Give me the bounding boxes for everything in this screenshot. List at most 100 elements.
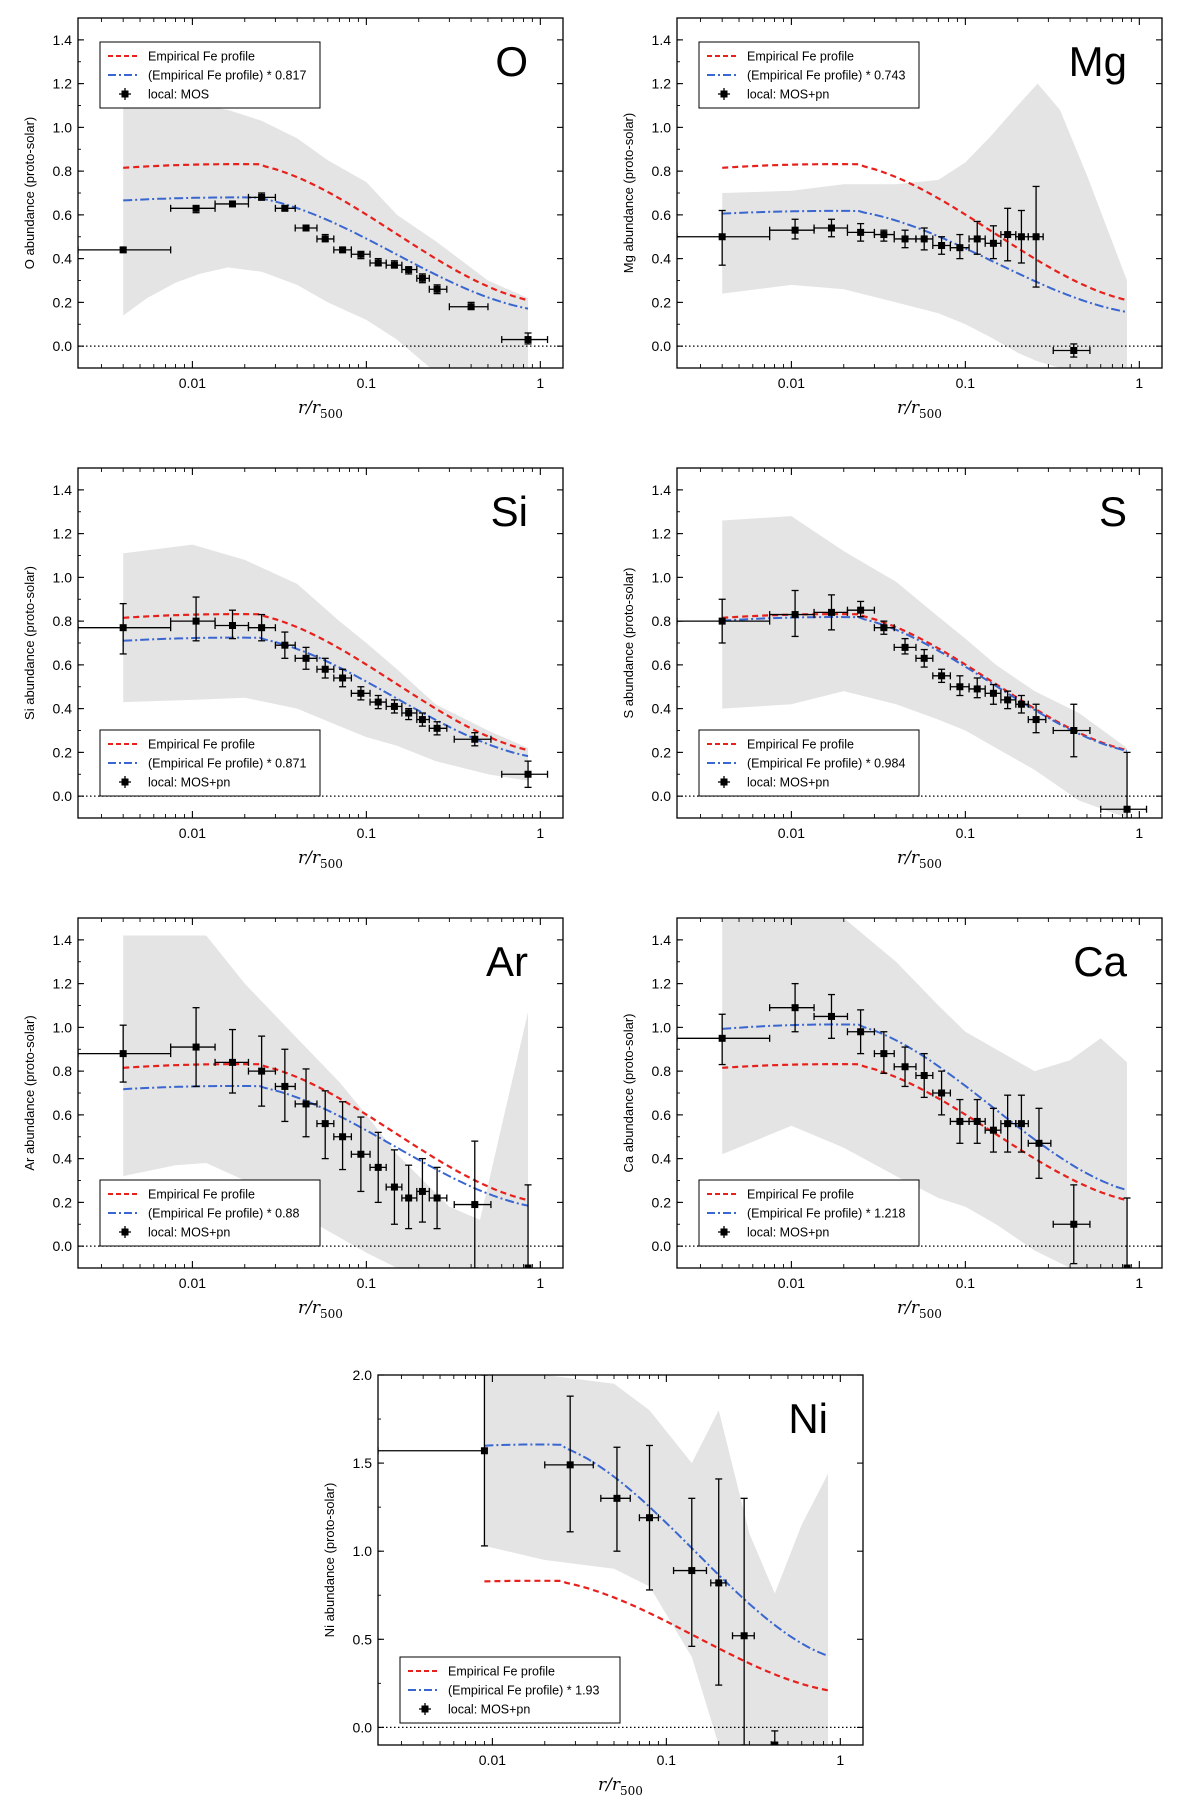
- data-point: [170, 1007, 216, 1088]
- data-point: [672, 1497, 708, 1647]
- data-point: [501, 332, 549, 345]
- data-point: [294, 646, 318, 670]
- fe-profile-line: [722, 612, 1128, 752]
- data-point: [378, 1375, 488, 1547]
- legend-label: local: MOS+pn: [148, 1226, 230, 1240]
- data-point: [247, 192, 277, 201]
- data-point: [932, 1070, 952, 1116]
- x-tick-label: 0.01: [479, 1752, 506, 1768]
- legend: Empirical Fe profile (Empirical Fe profil…: [99, 1179, 321, 1247]
- data-point: [893, 229, 917, 249]
- legend-item-fe: Empirical Fe profile: [108, 50, 255, 64]
- data-point: [316, 1090, 335, 1160]
- y-axis-label: Ca abundance (proto-solar): [621, 1014, 636, 1173]
- x-tick-label: 0.1: [357, 1275, 377, 1291]
- data-point: [247, 613, 277, 642]
- legend-item-scaled: (Empirical Fe profile) * 0.817: [108, 69, 306, 83]
- y-tick-label: 1.2: [53, 76, 73, 92]
- x-tick-label: 1: [536, 825, 544, 841]
- data-point: [501, 760, 549, 789]
- y-tick-label: 1.0: [53, 119, 73, 135]
- panel-mg: 0.0 0.2 0.4 0.6 0.8 1.0 1.2 1.4 0.01 0.1 1 r/r500 Mg…: [621, 17, 1163, 421]
- data-point: [769, 589, 815, 638]
- data-point: [769, 982, 815, 1033]
- plot-area: [78, 935, 563, 1268]
- y-tick-label: 0.2: [652, 294, 672, 310]
- data-point: [846, 1009, 876, 1055]
- plot-area: [78, 94, 563, 368]
- data-point: [932, 236, 952, 255]
- data-point: [984, 683, 1002, 705]
- data-point: [385, 1149, 403, 1225]
- data-point: [350, 1116, 371, 1193]
- data-point: [78, 246, 172, 254]
- data-point: [949, 675, 970, 697]
- fe-profile-line: [123, 163, 529, 302]
- y-tick-label: 1.4: [53, 932, 73, 948]
- y-tick-label: 1.0: [53, 1019, 73, 1035]
- y-tick-label: 1.2: [53, 976, 73, 992]
- data-point: [710, 1478, 727, 1686]
- legend-label: local: MOS: [148, 88, 209, 102]
- data-point: [294, 224, 318, 232]
- data-point: [369, 1131, 387, 1204]
- panel-s: 0.0 0.2 0.4 0.6 0.8 1.0 1.2 1.4 0.01 0.1 1 r/r500 S …: [621, 467, 1163, 871]
- legend-item-fe: Empirical Fe profile: [408, 1665, 555, 1679]
- data-point: [1123, 1197, 1131, 1268]
- y-tick-label: 0.4: [53, 1151, 73, 1167]
- data-point: [170, 596, 216, 642]
- y-tick-label: 1.2: [652, 76, 672, 92]
- element-label: Ca: [1073, 938, 1127, 985]
- legend-item-pts: local: MOS+pn: [119, 1226, 230, 1240]
- element-label: Ni: [788, 1395, 828, 1442]
- y-tick-label: 0.4: [652, 251, 672, 267]
- data-point: [873, 1031, 895, 1074]
- data-point: [401, 707, 418, 721]
- y-tick-label: 0.4: [652, 701, 672, 717]
- x-tick-label: 0.1: [357, 375, 377, 391]
- x-tick-label: 1: [1135, 375, 1143, 391]
- legend-item-fe: Empirical Fe profile: [108, 1188, 255, 1202]
- data-point: [78, 602, 172, 655]
- x-tick-label: 0.01: [179, 825, 206, 841]
- legend-item-scaled: (Empirical Fe profile) * 0.88: [108, 1207, 299, 1221]
- x-tick-label: 0.1: [956, 1275, 976, 1291]
- legend-item-fe: Empirical Fe profile: [707, 50, 854, 64]
- y-tick-label: 0.8: [53, 163, 73, 179]
- legend-label: (Empirical Fe profile) * 1.93: [448, 1684, 599, 1698]
- data-point: [453, 1140, 492, 1268]
- panel-si: 0.0 0.2 0.4 0.6 0.8 1.0 1.2 1.4 0.01 0.1 1 r/r500 Si…: [22, 467, 564, 871]
- legend-label: (Empirical Fe profile) * 0.871: [148, 757, 306, 771]
- x-tick-label: 0.01: [778, 825, 805, 841]
- legend-label: Empirical Fe profile: [448, 1665, 555, 1679]
- x-tick-label: 0.01: [778, 1275, 805, 1291]
- scaled-fe-profile-line: [123, 196, 529, 310]
- legend-label: local: MOS+pn: [747, 776, 829, 790]
- legend: Empirical Fe profile (Empirical Fe profil…: [99, 729, 321, 797]
- x-tick-label: 0.1: [956, 375, 976, 391]
- fe-profile-line: [123, 612, 529, 752]
- panel-ni: 0.0 0.5 1.0 1.5 2.0 0.01 0.1 1 r/r500 Ni abundanc…: [322, 1367, 864, 1798]
- plot-area: [677, 516, 1162, 818]
- data-point: [677, 1013, 771, 1066]
- y-tick-label: 0.6: [652, 657, 672, 673]
- y-tick-label: 1.5: [353, 1455, 373, 1471]
- x-axis-label: r/r500: [298, 1298, 343, 1321]
- x-axis-label: r/r500: [298, 848, 343, 871]
- data-point: [428, 284, 448, 295]
- y-tick-label: 0.6: [53, 657, 73, 673]
- legend-item-scaled: (Empirical Fe profile) * 1.218: [707, 1207, 905, 1221]
- legend-label: (Empirical Fe profile) * 0.984: [747, 757, 905, 771]
- y-tick-label: 0.6: [652, 1107, 672, 1123]
- legend-item-pts: local: MOS+pn: [718, 776, 829, 790]
- data-point: [78, 1024, 172, 1083]
- data-point: [333, 668, 353, 688]
- legend-item-pts: local: MOS+pn: [419, 1703, 530, 1717]
- legend-label: local: MOS+pn: [148, 776, 230, 790]
- scaled-fe-profile-line: [722, 616, 1128, 752]
- y-tick-label: 0.5: [353, 1631, 373, 1647]
- legend-label: (Empirical Fe profile) * 0.817: [148, 69, 306, 83]
- y-tick-label: 0.4: [652, 1151, 672, 1167]
- plot-area: [378, 1375, 863, 1745]
